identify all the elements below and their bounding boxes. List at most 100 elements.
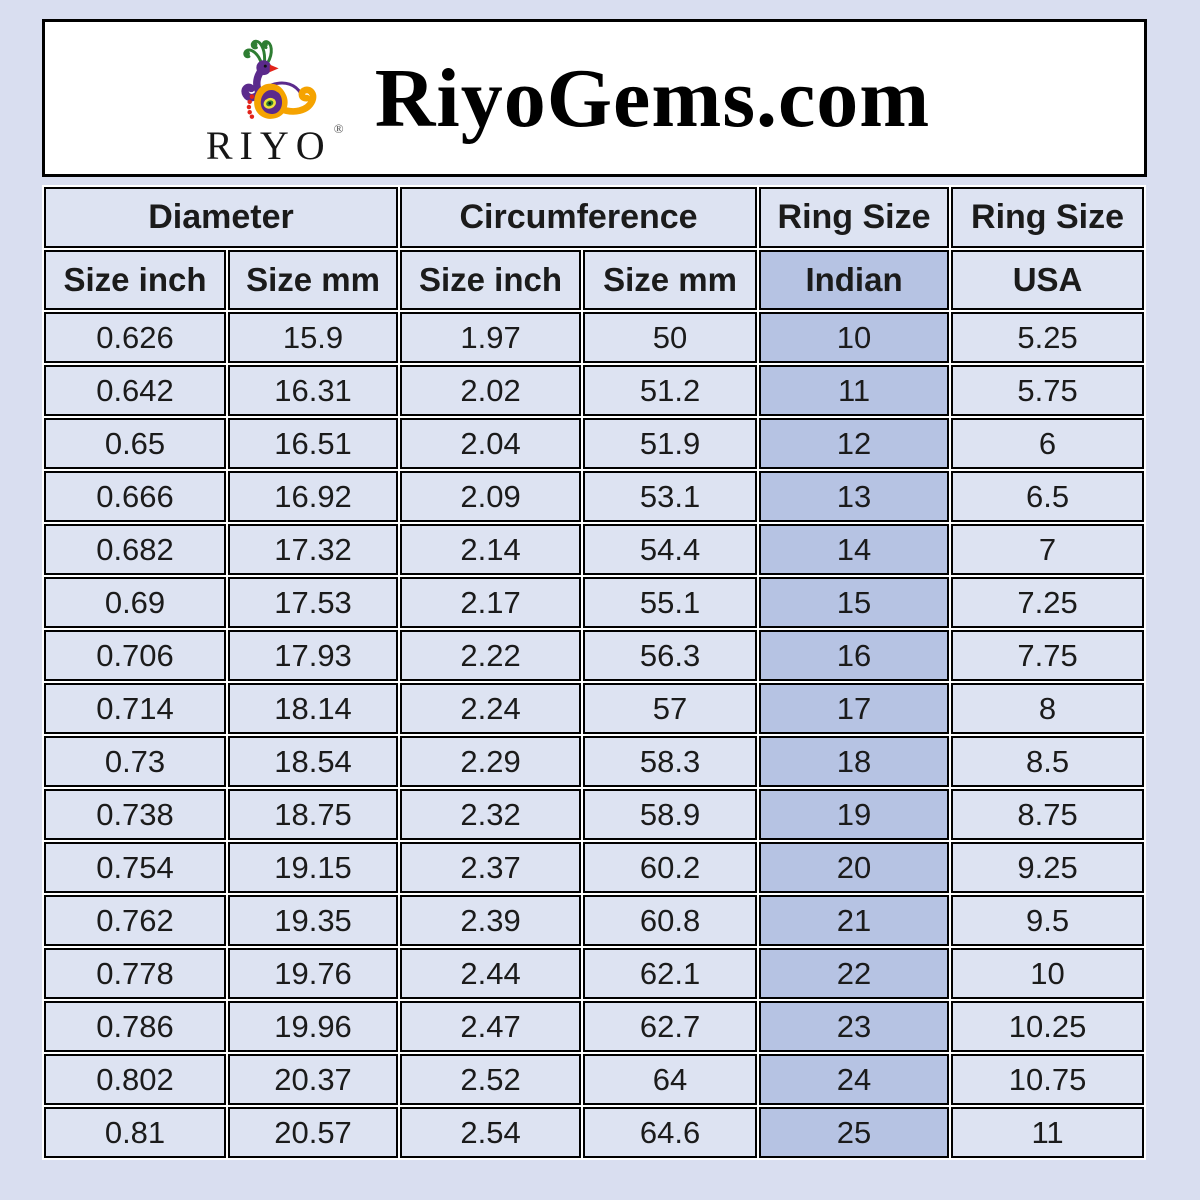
table-cell: 64 (583, 1054, 758, 1105)
table-cell: 0.642 (44, 365, 226, 416)
table-cell: 8 (951, 683, 1145, 734)
table-cell: 62.7 (583, 1001, 758, 1052)
table-row: 0.706 17.93 2.22 56.3 16 7.75 (44, 630, 1145, 681)
table-cell: 0.73 (44, 736, 226, 787)
table-cell: 0.626 (44, 312, 226, 363)
table-cell: 0.738 (44, 789, 226, 840)
table-cell: 19.35 (228, 895, 399, 946)
table-cell: 0.786 (44, 1001, 226, 1052)
table-cell: 58.9 (583, 789, 758, 840)
table-cell: 56.3 (583, 630, 758, 681)
table-row: 0.642 16.31 2.02 51.2 11 5.75 (44, 365, 1145, 416)
table-cell: 10.25 (951, 1001, 1145, 1052)
table-cell: 2.52 (400, 1054, 582, 1105)
column-header-row: Size inch Size mm Size inch Size mm Indi… (44, 250, 1145, 310)
table-row: 0.714 18.14 2.24 57 17 8 (44, 683, 1145, 734)
group-header-diameter: Diameter (44, 187, 399, 248)
peacock-icon (241, 39, 316, 119)
table-cell: 0.762 (44, 895, 226, 946)
table-cell: 17.93 (228, 630, 399, 681)
table-cell: 24 (759, 1054, 950, 1105)
table-cell: 18.54 (228, 736, 399, 787)
table-cell: 6 (951, 418, 1145, 469)
column-header-circumference-mm: Size mm (583, 250, 758, 310)
table-cell: 6.5 (951, 471, 1145, 522)
table-cell: 12 (759, 418, 950, 469)
table-cell: 10.75 (951, 1054, 1145, 1105)
table-row: 0.802 20.37 2.52 64 24 10.75 (44, 1054, 1145, 1105)
table-row: 0.754 19.15 2.37 60.2 20 9.25 (44, 842, 1145, 893)
table-cell: 9.5 (951, 895, 1145, 946)
table-cell: 18 (759, 736, 950, 787)
table-row: 0.762 19.35 2.39 60.8 21 9.5 (44, 895, 1145, 946)
table-body: 0.626 15.9 1.97 50 10 5.25 0.642 16.31 2.02 51.2 1… (44, 312, 1145, 1158)
table-cell: 60.8 (583, 895, 758, 946)
column-header-usa: USA (951, 250, 1145, 310)
table-cell: 0.666 (44, 471, 226, 522)
table-cell: 19.96 (228, 1001, 399, 1052)
table-cell: 53.1 (583, 471, 758, 522)
table-cell: 0.802 (44, 1054, 226, 1105)
group-header-row: Diameter Circumference Ring Size Ring Si… (44, 187, 1145, 248)
table-cell: 20 (759, 842, 950, 893)
table-cell: 18.14 (228, 683, 399, 734)
column-header-indian: Indian (759, 250, 950, 310)
table-cell: 0.65 (44, 418, 226, 469)
table-cell: 23 (759, 1001, 950, 1052)
table-cell: 62.1 (583, 948, 758, 999)
table-cell: 10 (951, 948, 1145, 999)
header: RIYO ® RiyoGems.com (42, 19, 1147, 177)
table-row: 0.738 18.75 2.32 58.9 19 8.75 (44, 789, 1145, 840)
table-cell: 16.92 (228, 471, 399, 522)
table-cell: 0.69 (44, 577, 226, 628)
table-cell: 2.22 (400, 630, 582, 681)
table-cell: 25 (759, 1107, 950, 1158)
table-cell: 2.09 (400, 471, 582, 522)
table-cell: 51.9 (583, 418, 758, 469)
table-cell: 2.39 (400, 895, 582, 946)
table-cell: 0.706 (44, 630, 226, 681)
table-cell: 2.44 (400, 948, 582, 999)
group-header-ring-size-indian: Ring Size (759, 187, 950, 248)
table-cell: 15.9 (228, 312, 399, 363)
table-cell: 7.25 (951, 577, 1145, 628)
column-header-diameter-inch: Size inch (44, 250, 226, 310)
table-cell: 11 (951, 1107, 1145, 1158)
table-cell: 54.4 (583, 524, 758, 575)
table-row: 0.81 20.57 2.54 64.6 25 11 (44, 1107, 1145, 1158)
column-header-circumference-inch: Size inch (400, 250, 582, 310)
group-header-circumference: Circumference (400, 187, 758, 248)
table-cell: 17 (759, 683, 950, 734)
table-cell: 64.6 (583, 1107, 758, 1158)
table-cell: 7.75 (951, 630, 1145, 681)
table-cell: 2.37 (400, 842, 582, 893)
site-title: RiyoGems.com (374, 51, 931, 145)
table-cell: 15 (759, 577, 950, 628)
table-row: 0.626 15.9 1.97 50 10 5.25 (44, 312, 1145, 363)
column-header-diameter-mm: Size mm (228, 250, 399, 310)
table-cell: 22 (759, 948, 950, 999)
ring-size-table: Diameter Circumference Ring Size Ring Si… (42, 185, 1147, 1160)
table-cell: 21 (759, 895, 950, 946)
table-cell: 16 (759, 630, 950, 681)
table-cell: 19.76 (228, 948, 399, 999)
table-cell: 51.2 (583, 365, 758, 416)
table-cell: 10 (759, 312, 950, 363)
table-cell: 18.75 (228, 789, 399, 840)
table-cell: 2.14 (400, 524, 582, 575)
table-cell: 16.51 (228, 418, 399, 469)
table-cell: 0.714 (44, 683, 226, 734)
table-cell: 8.5 (951, 736, 1145, 787)
table-cell: 9.25 (951, 842, 1145, 893)
table-cell: 19 (759, 789, 950, 840)
table-cell: 5.75 (951, 365, 1145, 416)
table-cell: 2.02 (400, 365, 582, 416)
table-cell: 8.75 (951, 789, 1145, 840)
table-cell: 20.37 (228, 1054, 399, 1105)
group-header-ring-size-usa: Ring Size (951, 187, 1145, 248)
table-row: 0.73 18.54 2.29 58.3 18 8.5 (44, 736, 1145, 787)
table-cell: 13 (759, 471, 950, 522)
table-cell: 2.17 (400, 577, 582, 628)
table-row: 0.682 17.32 2.14 54.4 14 7 (44, 524, 1145, 575)
table-row: 0.786 19.96 2.47 62.7 23 10.25 (44, 1001, 1145, 1052)
